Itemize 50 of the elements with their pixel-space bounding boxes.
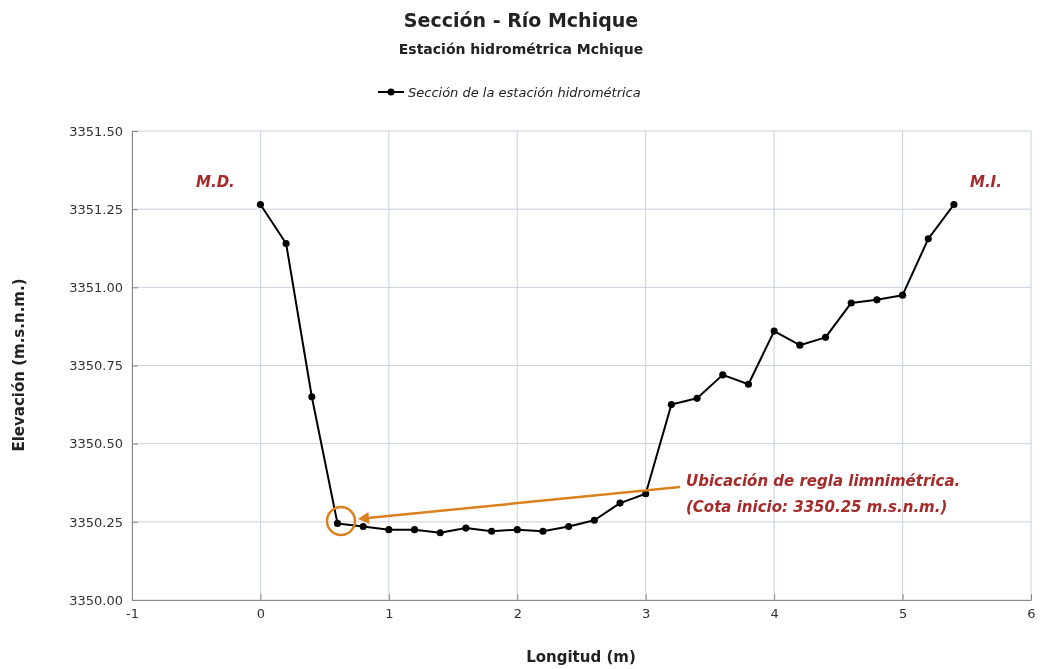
point [539, 527, 547, 535]
x-tick-label: 2 [513, 606, 522, 622]
point [821, 333, 830, 341]
point [256, 200, 264, 209]
point [488, 527, 496, 535]
point [719, 371, 727, 379]
point [770, 327, 778, 335]
annotation: M.D. [196, 173, 235, 192]
y-tick-label: 3351.25 [69, 201, 123, 217]
point [462, 524, 470, 532]
point [899, 291, 907, 299]
y-tick-label: 3350.00 [69, 592, 123, 608]
point [847, 299, 855, 307]
point [873, 296, 881, 304]
point [924, 235, 932, 243]
point [308, 393, 316, 401]
x-axis-title: Longitud (m) [526, 648, 636, 666]
chart-title: Sección - Río Mchique [403, 9, 639, 31]
x-tick-label: 1 [385, 606, 394, 622]
point [282, 240, 290, 248]
point [513, 526, 521, 534]
point [359, 522, 367, 531]
chart-subtitle: Estación hidrométrica Mchique [398, 41, 644, 57]
point [590, 516, 598, 524]
point [616, 499, 624, 507]
x-tick-label: -1 [126, 606, 139, 622]
point [667, 401, 675, 409]
annotation: (Cota inicio: 3350.25 m.s.n.m.) [686, 498, 948, 516]
y-axis-title: Elevación (m.s.n.m.) [10, 278, 28, 452]
legend-label: Sección de la estación hidrométrica [408, 85, 641, 100]
x-tick-label: 0 [256, 606, 266, 622]
y-tick-label: 3350.25 [69, 514, 123, 530]
point [693, 394, 701, 402]
point [796, 341, 804, 349]
point [565, 522, 573, 531]
x-tick-label: 5 [898, 606, 908, 622]
x-tick-label: 3 [642, 606, 651, 622]
x-tick-label: 4 [770, 606, 779, 622]
annotation: M.I. [969, 173, 1002, 192]
x-tick-label: 6 [1027, 606, 1036, 622]
point [385, 526, 393, 534]
y-tick-label: 3350.50 [69, 436, 123, 452]
annotation: Ubicación de regla limnimétrica. [686, 472, 961, 490]
point [410, 526, 419, 534]
point [744, 380, 753, 388]
point [950, 200, 958, 209]
y-tick-label: 3351.00 [69, 279, 123, 295]
y-tick-label: 3351.50 [69, 123, 123, 139]
point [436, 529, 444, 537]
y-tick-label: 3350.75 [69, 358, 123, 374]
